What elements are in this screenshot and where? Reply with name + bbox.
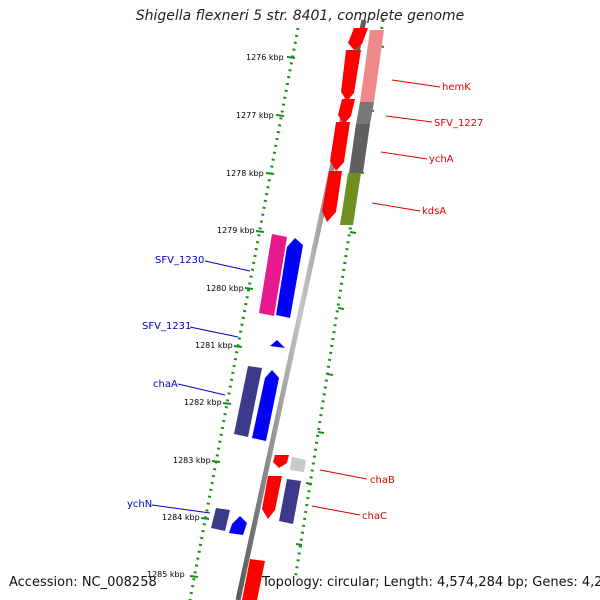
tick-label: 1276 kbp — [246, 53, 284, 62]
sfv1227-cds-arrow — [338, 99, 355, 124]
ychA-cds-arrow — [330, 122, 350, 171]
tick-label: 1277 kbp — [236, 111, 274, 120]
chaA-gene-box — [234, 366, 262, 437]
chaA-cds-arrow — [252, 370, 279, 441]
tick-label: 1281 kbp — [195, 341, 233, 350]
sfv1230-gene-box — [259, 234, 287, 316]
next-cds-arrow — [242, 559, 265, 600]
right-leaders — [311, 79, 441, 516]
hemK-track — [360, 30, 384, 102]
tick-label: 1284 kbp — [162, 513, 200, 522]
gene-label-ychN[interactable]: ychN — [127, 499, 152, 510]
topology-text: Topology: circular; Length: 4,574,284 bp… — [262, 575, 600, 590]
sfv1230-cds-arrow — [276, 238, 303, 318]
chaB-cds-arrow — [273, 455, 289, 468]
tick-label: 1285 kbp — [147, 570, 185, 579]
tick-label: 1283 kbp — [173, 456, 211, 465]
ychN-cds-arrow — [229, 516, 247, 535]
gene-label-chaA[interactable]: chaA — [153, 379, 178, 390]
gene-label-kdsA[interactable]: kdsA — [422, 206, 446, 217]
gene-label-hemK[interactable]: hemK — [442, 82, 471, 93]
tick-label: 1282 kbp — [184, 398, 222, 407]
sfv1231-cds-arrow — [270, 340, 285, 348]
gene-label-sfv1230[interactable]: SFV_1230 — [155, 255, 204, 266]
kbp-tick-labels: 1276 kbp 1277 kbp 1278 kbp 1279 kbp 1280… — [147, 53, 284, 579]
gene-label-sfv1231[interactable]: SFV_1231 — [142, 321, 191, 332]
sfv1227-track — [356, 102, 374, 124]
chaC-cds-arrow — [262, 476, 282, 519]
ychN-gene-box — [211, 508, 230, 531]
chaC-gene-box — [279, 479, 301, 524]
kbp-ticks — [189, 56, 296, 578]
sfv1226-cds-arrow — [341, 50, 361, 101]
gene-label-chaC[interactable]: chaC — [362, 511, 387, 522]
tick-label: 1279 kbp — [217, 226, 255, 235]
gene-label-sfv1227[interactable]: SFV_1227 — [434, 118, 483, 129]
tick-label: 1280 kbp — [206, 284, 244, 293]
kdsA-cds-arrow — [322, 171, 342, 222]
kdsA-track — [340, 173, 361, 225]
hemK-cds-arrow — [348, 28, 368, 50]
ychA-track — [349, 124, 370, 173]
accession-text: Accession: NC_008258 — [9, 575, 157, 590]
gene-label-chaB[interactable]: chaB — [370, 475, 395, 486]
left-leaders — [151, 260, 251, 514]
chaB-gene-box — [290, 457, 306, 472]
tick-label: 1278 kbp — [226, 169, 264, 178]
gene-label-ychA[interactable]: ychA — [429, 154, 454, 165]
